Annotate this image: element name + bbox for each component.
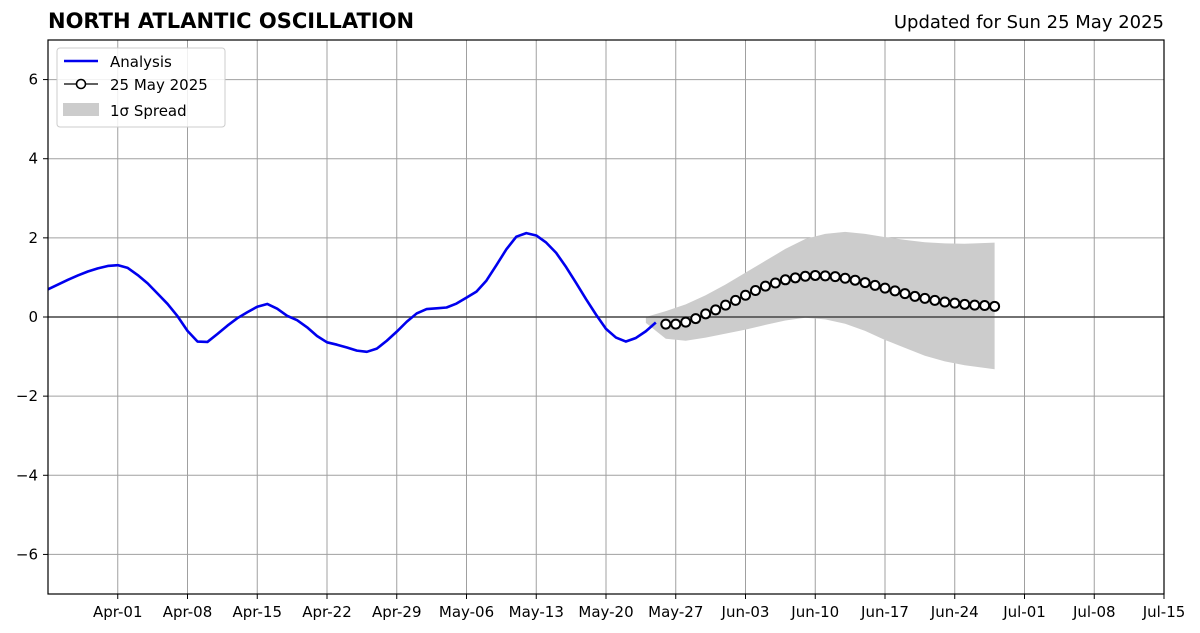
- forecast-point: [979, 300, 991, 312]
- forecast-point: [710, 304, 722, 316]
- forecast-point: [769, 277, 781, 289]
- forecast-point: [849, 274, 861, 286]
- x-tick-label: Jul-08: [1072, 603, 1116, 621]
- forecast-point: [690, 313, 702, 325]
- forecast-point: [899, 288, 911, 300]
- legend-analysis-label: Analysis: [110, 53, 172, 71]
- forecast-point: [720, 299, 732, 311]
- forecast-point: [869, 279, 881, 291]
- chart-title: NORTH ATLANTIC OSCILLATION: [48, 9, 415, 33]
- forecast-point: [779, 274, 791, 286]
- forecast-point: [959, 298, 971, 310]
- spread-band: [645, 231, 995, 370]
- legend-forecast-label: 25 May 2025: [110, 76, 208, 94]
- forecast-point: [929, 294, 941, 306]
- x-tick-label: Jun-17: [860, 603, 909, 621]
- forecast-point: [909, 290, 921, 302]
- forecast-point: [949, 297, 961, 309]
- forecast-point: [730, 294, 742, 306]
- forecast-point: [859, 277, 871, 289]
- x-tick-label: Jul-01: [1002, 603, 1046, 621]
- forecast-point: [819, 270, 831, 282]
- forecast-point: [700, 308, 712, 320]
- y-axis-ticks: 6 4 2 0 −2 −4 −6: [16, 71, 48, 563]
- x-axis-ticks: Apr-01 Apr-08 Apr-15 Apr-22 Apr-29 May-06 May-…: [93, 594, 1185, 621]
- x-tick-label: Jul-15: [1142, 603, 1186, 621]
- legend: Analysis 25 May 2025 1σ Spread: [56, 47, 226, 128]
- analysis-line-layer: [47, 231, 657, 354]
- x-tick-label: Jun-03: [721, 603, 770, 621]
- y-tick-label: 4: [28, 150, 38, 168]
- y-tick-label: 0: [28, 308, 38, 326]
- x-tick-label: May-06: [439, 603, 494, 621]
- forecast-point: [749, 284, 761, 296]
- forecast-point: [740, 289, 751, 301]
- legend-spread-swatch: [63, 103, 99, 116]
- y-tick-label: −4: [16, 466, 38, 484]
- forecast-point: [969, 299, 981, 311]
- x-tick-label: Apr-29: [372, 603, 422, 621]
- x-tick-label: May-13: [509, 603, 564, 621]
- x-tick-label: Jun-10: [790, 603, 839, 621]
- x-tick-label: Apr-22: [302, 603, 352, 621]
- x-tick-label: Apr-01: [93, 603, 143, 621]
- y-tick-label: −6: [16, 545, 38, 563]
- x-tick-label: Jun-24: [930, 603, 979, 621]
- forecast-layer: [660, 269, 1001, 330]
- forecast-point: [670, 318, 682, 330]
- x-tick-label: May-20: [578, 603, 633, 621]
- forecast-point: [889, 285, 901, 297]
- y-tick-label: 6: [28, 71, 38, 89]
- spread-band-layer: [645, 231, 995, 370]
- forecast-point: [939, 296, 951, 308]
- updated-date: Updated for Sun 25 May 2025: [893, 12, 1164, 33]
- forecast-point: [809, 269, 821, 281]
- x-tick-label: Apr-15: [233, 603, 283, 621]
- legend-forecast-marker: [75, 78, 87, 90]
- x-tick-label: Apr-08: [163, 603, 213, 621]
- forecast-point: [759, 280, 771, 292]
- x-tick-label: May-27: [648, 603, 703, 621]
- forecast-point: [989, 300, 1001, 312]
- forecast-point: [919, 292, 931, 304]
- forecast-point: [789, 272, 801, 284]
- analysis-line: [47, 231, 657, 354]
- y-tick-label: −2: [16, 387, 38, 405]
- forecast-point: [660, 318, 672, 330]
- forecast-point: [839, 272, 851, 284]
- forecast-point: [680, 316, 692, 328]
- forecast-point: [879, 282, 891, 294]
- forecast-point: [799, 270, 811, 282]
- y-tick-label: 2: [28, 229, 38, 247]
- forecast-point: [829, 271, 841, 283]
- legend-spread-label: 1σ Spread: [110, 102, 187, 120]
